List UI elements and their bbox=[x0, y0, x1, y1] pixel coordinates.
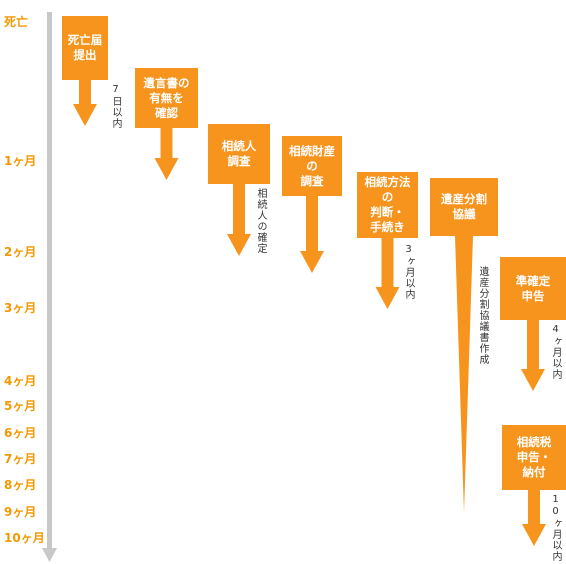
arrow bbox=[73, 80, 97, 126]
timeline-head bbox=[42, 548, 57, 562]
step-label: 手続き bbox=[370, 220, 405, 234]
timeline-label: 7ヶ月 bbox=[4, 452, 37, 466]
timeline-label: 2ヶ月 bbox=[4, 245, 37, 259]
arrow bbox=[522, 490, 546, 546]
step-label: 相続方法 bbox=[364, 175, 411, 189]
step-box: 死亡届 提出 bbox=[62, 16, 108, 80]
step-box: 相続財産の調査 bbox=[282, 136, 342, 196]
step-label: 相続人 bbox=[221, 139, 257, 153]
step-label: 相続財産 bbox=[289, 143, 335, 158]
timeline-bar bbox=[47, 12, 52, 550]
step-label: 有無を bbox=[149, 90, 184, 105]
step-note: 遺産分割協議書作成 bbox=[477, 266, 488, 365]
step-label: の bbox=[306, 158, 318, 173]
step-box: 相続人 調査 bbox=[208, 124, 270, 184]
step-label: 申告・ bbox=[516, 450, 552, 464]
step-label: 申告 bbox=[521, 288, 545, 303]
step-box: 相続税 申告・ 納付 bbox=[502, 425, 566, 490]
step-note: 3ヶ月以内 bbox=[403, 244, 414, 300]
step-label: 遺言書の bbox=[143, 75, 190, 90]
timeline-label: 1ヶ月 bbox=[4, 154, 37, 168]
timeline-label: 9ヶ月 bbox=[4, 505, 37, 519]
arrow bbox=[300, 196, 324, 273]
arrow bbox=[227, 184, 251, 256]
timeline-label: 5ヶ月 bbox=[4, 399, 37, 413]
timeline-label: 8ヶ月 bbox=[4, 478, 37, 492]
step-label: 相続税 bbox=[516, 435, 552, 449]
step-label: 調査 bbox=[227, 154, 251, 168]
step-note: 7日以内 bbox=[110, 84, 121, 129]
step-label: 協議 bbox=[452, 207, 476, 221]
step-label: 提出 bbox=[73, 48, 97, 62]
step-note: 相続人の確定 bbox=[255, 188, 266, 254]
step-box: 遺言書の 有無を 確認 bbox=[135, 68, 198, 128]
step-box: 相続方法の判断・ 手続き bbox=[357, 172, 418, 238]
step-label: の bbox=[381, 190, 394, 204]
timeline-label: 10ヶ月 bbox=[4, 531, 45, 545]
step-box: 準確定 申告 bbox=[500, 257, 566, 320]
step-box: 遺産分割 協議 bbox=[430, 178, 498, 236]
step-note: 10ヶ月以内 bbox=[550, 494, 561, 562]
arrow bbox=[375, 238, 400, 309]
arrow bbox=[521, 320, 545, 391]
step-label: 納付 bbox=[522, 465, 546, 479]
arrow bbox=[154, 128, 179, 180]
timeline-label: 4ヶ月 bbox=[4, 374, 37, 388]
step-label: 判断・ bbox=[370, 205, 405, 219]
timeline-label: 6ヶ月 bbox=[4, 426, 37, 440]
timeline-label: 死亡 bbox=[4, 15, 29, 29]
step-label: 確認 bbox=[155, 105, 178, 120]
step-label: 遺産分割 bbox=[441, 192, 487, 206]
timeline-label: 3ヶ月 bbox=[4, 301, 37, 315]
step-label: 準確定 bbox=[515, 273, 551, 288]
step-label: 死亡届 bbox=[67, 33, 103, 47]
arrow bbox=[455, 236, 473, 513]
step-label: 調査 bbox=[300, 173, 324, 188]
step-note: 4ヶ月以内 bbox=[550, 324, 561, 380]
